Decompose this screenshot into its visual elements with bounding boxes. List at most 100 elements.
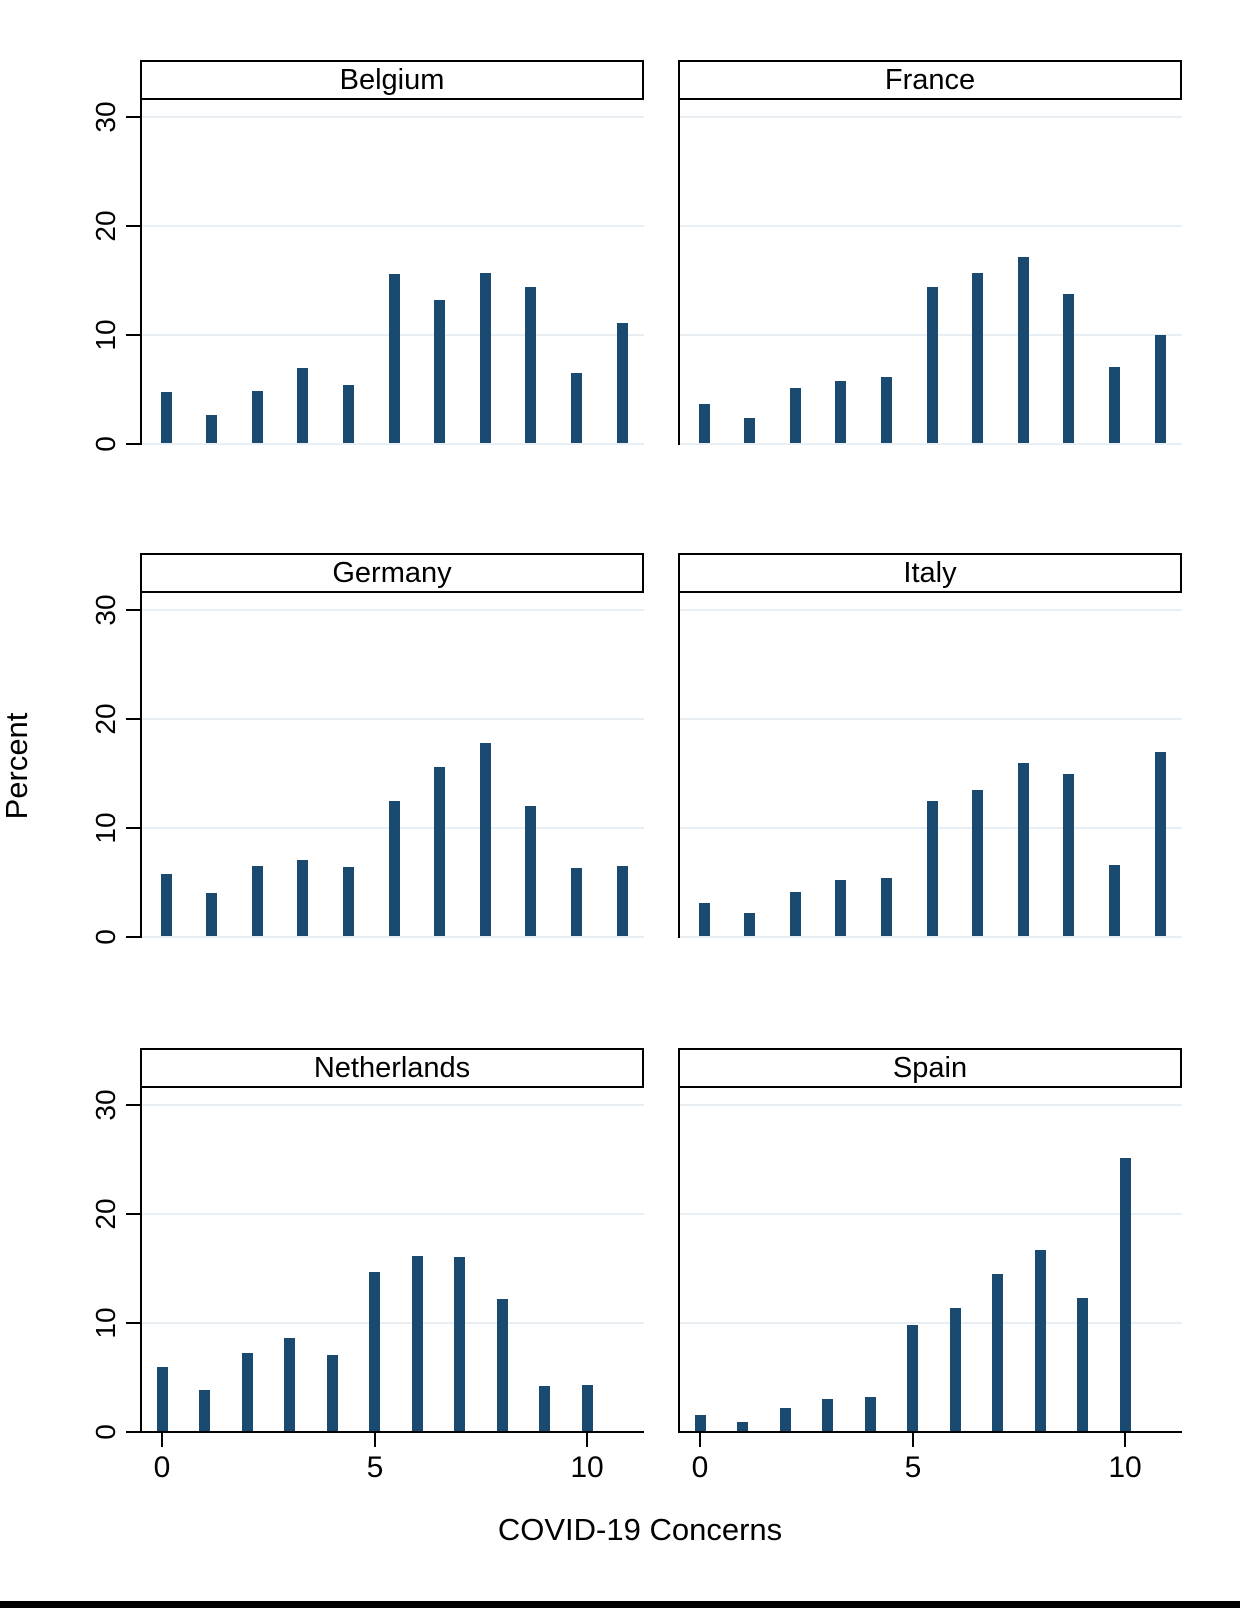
panel-netherlands: Netherlands 0 5 10 0 10 20 30: [90, 1048, 644, 1484]
bar-italy-x2: [790, 892, 801, 936]
gridline-20: [140, 225, 644, 227]
plot-area: [678, 593, 1182, 938]
y-tick-label-0: 0: [90, 436, 121, 452]
panel-germany: Germany 0 10 20 30: [90, 553, 644, 945]
bar-germany-x1: [206, 893, 217, 936]
baseline-light: [140, 443, 644, 445]
gridline-30: [678, 1104, 1182, 1106]
y-tick-10: [126, 827, 140, 829]
bar-italy-x8: [1063, 774, 1074, 936]
bar-germany-x6: [434, 767, 445, 936]
panel-title-box: Belgium: [140, 60, 644, 100]
bar-belgium-x3: [297, 368, 308, 443]
y-tick-label-30: 30: [90, 594, 121, 626]
bar-netherlands-x6: [412, 1256, 423, 1431]
bar-italy-x9: [1109, 865, 1120, 936]
y-tick-label-0: 0: [90, 1424, 121, 1440]
panel-title: Netherlands: [313, 1051, 471, 1084]
gridline-10: [678, 1322, 1182, 1324]
bar-spain-x3: [822, 1399, 833, 1431]
x-tick-0: [161, 1433, 163, 1447]
x-tick-label-0: 0: [153, 1451, 171, 1484]
gridline-20: [678, 225, 1182, 227]
x-tick-label-0: 0: [691, 1451, 709, 1484]
x-tick-5: [374, 1433, 376, 1447]
bar-spain-x8: [1035, 1250, 1046, 1431]
bar-belgium-x10: [617, 323, 628, 443]
x-tick-10: [586, 1433, 588, 1447]
bar-france-x4: [881, 377, 892, 443]
panel-title-box: Netherlands: [140, 1048, 644, 1088]
bar-belgium-x8: [525, 287, 536, 443]
bar-italy-x0: [699, 903, 710, 936]
plot-area: 0 5 10 0 10 20 30: [90, 1088, 644, 1484]
bar-germany-x0: [161, 874, 172, 936]
panel-title: France: [884, 63, 976, 96]
baseline-light: [140, 936, 644, 938]
gridline-10: [140, 1322, 644, 1324]
bar-belgium-x7: [480, 273, 491, 443]
bar-netherlands-x1: [199, 1390, 210, 1431]
y-tick-20: [126, 1213, 140, 1215]
y-axis-line: [678, 100, 680, 445]
bar-spain-x0: [695, 1415, 706, 1431]
panel-title-box: Germany: [140, 553, 644, 593]
gridline-30: [678, 116, 1182, 118]
bar-italy-x3: [835, 880, 846, 936]
y-tick-30: [126, 609, 140, 611]
x-axis-title: COVID-19 Concerns: [497, 1512, 783, 1547]
bar-germany-x7: [480, 743, 491, 936]
bar-italy-x4: [881, 878, 892, 936]
x-tick-10: [1124, 1433, 1126, 1447]
bar-netherlands-x4: [327, 1355, 338, 1431]
gridline-20: [678, 718, 1182, 720]
gridline-20: [140, 718, 644, 720]
x-tick-label-5: 5: [904, 1451, 922, 1484]
bar-germany-x5: [389, 801, 400, 936]
panel-italy: Italy: [678, 553, 1182, 938]
y-tick-label-20: 20: [90, 210, 121, 242]
bar-netherlands-x3: [284, 1338, 295, 1431]
bar-germany-x10: [617, 866, 628, 936]
x-tick-label-10: 10: [570, 1451, 604, 1484]
bar-france-x7: [1018, 257, 1029, 443]
plot-area: 0 10 20 30: [90, 100, 644, 452]
panel-title: Germany: [332, 556, 452, 589]
y-axis-line: [140, 1088, 142, 1433]
bar-france-x1: [744, 418, 755, 443]
bar-belgium-x4: [343, 385, 354, 443]
gridline-30: [140, 609, 644, 611]
bar-italy-x7: [1018, 763, 1029, 936]
x-axis-line: [140, 1431, 644, 1433]
panel-france: France: [678, 60, 1182, 445]
bar-france-x6: [972, 273, 983, 443]
x-tick-5: [912, 1433, 914, 1447]
bar-france-x9: [1109, 367, 1120, 443]
bar-netherlands-x10: [582, 1385, 593, 1431]
y-tick-20: [126, 718, 140, 720]
panel-title-box: Spain: [678, 1048, 1182, 1088]
bar-germany-x2: [252, 866, 263, 936]
y-axis-line: [140, 593, 142, 938]
bar-netherlands-x8: [497, 1299, 508, 1431]
panel-title-box: France: [678, 60, 1182, 100]
bar-netherlands-x7: [454, 1257, 465, 1431]
bar-france-x5: [927, 287, 938, 443]
y-tick-0: [126, 936, 140, 938]
y-tick-30: [126, 1104, 140, 1106]
bar-germany-x9: [571, 868, 582, 936]
baseline-light: [678, 443, 1182, 445]
bar-spain-x4: [865, 1397, 876, 1431]
y-tick-label-10: 10: [90, 1307, 121, 1339]
bar-belgium-x5: [389, 274, 400, 443]
y-tick-20: [126, 225, 140, 227]
bar-france-x2: [790, 388, 801, 443]
bar-france-x0: [699, 404, 710, 443]
panel-spain: Spain 0 5 10: [678, 1048, 1182, 1484]
bar-netherlands-x5: [369, 1272, 380, 1431]
y-axis-line: [678, 593, 680, 938]
plot-area: [678, 100, 1182, 445]
x-tick-label-5: 5: [366, 1451, 384, 1484]
bar-belgium-x6: [434, 300, 445, 443]
